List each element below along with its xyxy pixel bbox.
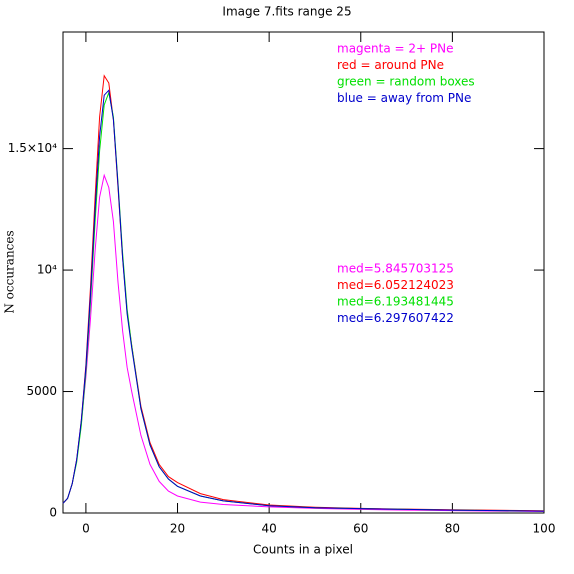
x-tick-label: 60 xyxy=(353,522,368,536)
x-tick-label: 80 xyxy=(445,522,460,536)
legend-entry: green = random boxes xyxy=(337,75,475,89)
x-tick-label: 40 xyxy=(262,522,277,536)
legend-entry: magenta = 2+ PNe xyxy=(337,42,454,56)
legend-entry: red = around PNe xyxy=(337,58,444,72)
series-line xyxy=(62,173,545,512)
y-tick-label: 5000 xyxy=(26,384,57,398)
legend-entry: blue = away from PNe xyxy=(337,91,471,105)
chart-title: Image 7.fits range 25 xyxy=(222,5,351,19)
plot-frame xyxy=(62,31,545,514)
series-line xyxy=(62,74,545,512)
series-line xyxy=(62,90,545,512)
x-axis-label: Counts in a pixel xyxy=(253,543,353,557)
x-tick-label: 0 xyxy=(82,522,90,536)
y-tick-label: 1.5×10⁴ xyxy=(8,141,57,155)
annotation: med=5.845703125 xyxy=(337,262,454,276)
annotation: med=6.193481445 xyxy=(337,295,454,309)
y-tick-label: 0 xyxy=(49,506,57,520)
annotation: med=6.297607422 xyxy=(337,311,454,325)
x-tick-label: 100 xyxy=(533,522,556,536)
annotation: med=6.052124023 xyxy=(337,278,454,292)
series-line xyxy=(62,89,545,512)
y-tick-label: 10⁴ xyxy=(37,263,57,277)
x-tick-label: 20 xyxy=(170,522,185,536)
y-axis-label: N occurances xyxy=(3,230,17,313)
